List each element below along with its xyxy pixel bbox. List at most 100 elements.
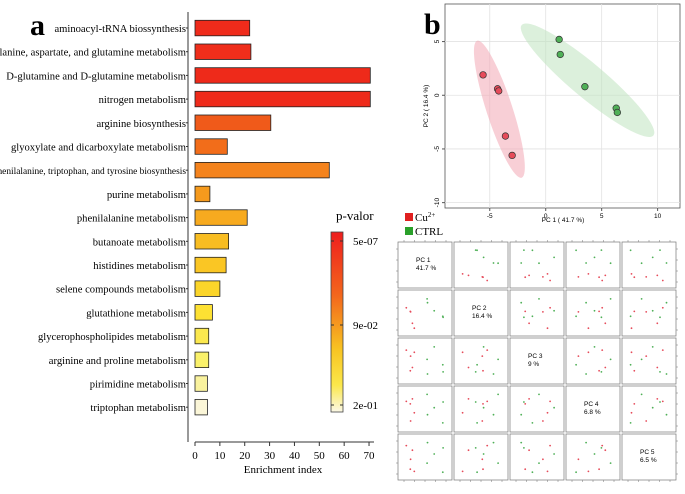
matrix-point-cu — [405, 306, 408, 309]
matrix-point-cu — [542, 458, 544, 461]
bar — [194, 138, 228, 155]
x-tick-label: 10 — [214, 450, 226, 462]
matrix-point-ctrl — [629, 422, 632, 424]
pca-legend: Cu2+ CTRL — [405, 211, 443, 238]
y-tick-label: 5 — [434, 39, 441, 43]
matrix-point-cu — [482, 369, 484, 372]
x-tick-label: 70 — [364, 450, 376, 462]
matrix-point-ctrl — [659, 249, 661, 252]
matrix-point-ctrl — [476, 249, 478, 252]
category-label: purine metabolism — [107, 190, 187, 201]
legend-label-ctrl: CTRL — [415, 226, 443, 238]
matrix-cell — [509, 337, 565, 385]
enrichment-bar-chart: aminoacyl-tRNA biossynthesis alanine, asp… — [0, 12, 379, 476]
matrix-diagonal-pct: 9 % — [528, 361, 539, 368]
bar — [194, 19, 251, 37]
matrix-point-cu — [411, 366, 414, 369]
matrix-point-cu — [409, 420, 412, 422]
matrix-point-ctrl — [593, 453, 596, 455]
matrix-cell — [621, 433, 677, 481]
matrix-point-cu — [461, 273, 464, 275]
matrix-point-ctrl — [497, 462, 499, 464]
matrix-diagonal-pct: 6.8 % — [584, 409, 601, 416]
matrix-point-ctrl — [426, 413, 429, 416]
matrix-diagonal-pct: 41.7 % — [416, 265, 436, 272]
matrix-point-ctrl — [520, 413, 523, 416]
pca-axis-ticks: -5 0 5 10 -10 -5 0 5 — [434, 39, 662, 220]
matrix-point-ctrl — [523, 249, 525, 252]
matrix-point-cu — [587, 327, 590, 330]
matrix-point-ctrl — [476, 471, 478, 474]
matrix-point-cu — [411, 322, 414, 325]
category-label: phenilalanine, triptophan, and tyrosine … — [0, 167, 186, 177]
point-ctrl — [555, 35, 563, 44]
matrix-point-cu — [409, 355, 412, 357]
matrix-point-cu — [486, 444, 489, 447]
matrix-cell — [621, 337, 677, 385]
matrix-point-ctrl — [441, 363, 444, 366]
matrix-point-cu — [604, 322, 607, 325]
matrix-point-ctrl — [476, 363, 478, 366]
category-label: alanine, aspartate, and glutamine metabo… — [0, 48, 187, 59]
matrix-point-cu — [481, 355, 484, 357]
point-cu — [501, 132, 510, 140]
matrix-cell — [453, 385, 509, 433]
pca-points — [479, 35, 621, 160]
bar — [194, 90, 371, 108]
category-label: glutathione metabolism — [86, 308, 187, 319]
matrix-point-ctrl — [659, 371, 661, 373]
matrix-point-cu — [528, 449, 530, 452]
matrix-point-cu — [528, 274, 530, 277]
matrix-point-cu — [577, 311, 580, 313]
matrix-point-cu — [542, 420, 544, 422]
matrix-point-cu — [656, 398, 659, 400]
point-cu — [508, 151, 516, 160]
matrix-point-cu — [546, 470, 549, 473]
matrix-diagonal-name: PC 2 — [472, 305, 487, 312]
matrix-cell — [509, 433, 565, 481]
matrix-point-ctrl — [497, 358, 499, 361]
matrix-point-ctrl — [651, 346, 654, 348]
bar — [194, 209, 248, 226]
matrix-point-cu — [549, 279, 551, 282]
matrix-point-ctrl — [442, 371, 444, 373]
category-label: butanoate metabolism — [93, 237, 187, 248]
matrix-point-ctrl — [575, 363, 577, 366]
matrix-point-cu — [528, 398, 530, 400]
matrix-point-cu — [601, 444, 604, 447]
matrix-point-ctrl — [609, 462, 612, 464]
matrix-cell — [397, 337, 453, 385]
matrix-point-ctrl — [600, 249, 603, 252]
matrix-point-ctrl — [482, 453, 485, 455]
matrix-point-cu — [409, 403, 412, 405]
legend-colorbar — [330, 231, 344, 413]
y-tick-label: 0 — [434, 93, 441, 97]
matrix-point-ctrl — [585, 301, 587, 304]
matrix-cell — [509, 385, 565, 433]
matrix-cell — [397, 241, 453, 289]
matrix-point-ctrl — [433, 309, 436, 312]
matrix-point-ctrl — [665, 262, 668, 264]
legend-swatch-cu — [405, 213, 413, 221]
matrix-point-ctrl — [433, 346, 436, 348]
matrix-point-cu — [656, 366, 659, 369]
matrix-point-cu — [405, 400, 408, 403]
matrix-point-cu — [413, 470, 416, 473]
matrix-point-ctrl — [442, 316, 444, 319]
matrix-point-ctrl — [600, 447, 603, 449]
matrix-point-cu — [461, 411, 464, 414]
matrix-point-cu — [598, 468, 600, 471]
panel-a-letter: a — [30, 9, 45, 42]
x-tick-label: 10 — [654, 213, 662, 220]
matrix-point-ctrl — [585, 262, 587, 264]
matrix-cell — [565, 241, 621, 289]
point-ctrl — [556, 50, 564, 59]
y-tick-label: -5 — [434, 146, 441, 152]
legend-label-cu: Cu2+ — [415, 211, 435, 224]
matrix-point-ctrl — [640, 393, 643, 396]
matrix-point-cu — [598, 369, 600, 372]
category-label: aminoacyl-tRNA biossynthesis — [54, 24, 186, 35]
matrix-point-cu — [633, 403, 636, 405]
matrix-point-cu — [413, 327, 416, 330]
category-label: arginine and proline metabolism — [49, 356, 187, 367]
